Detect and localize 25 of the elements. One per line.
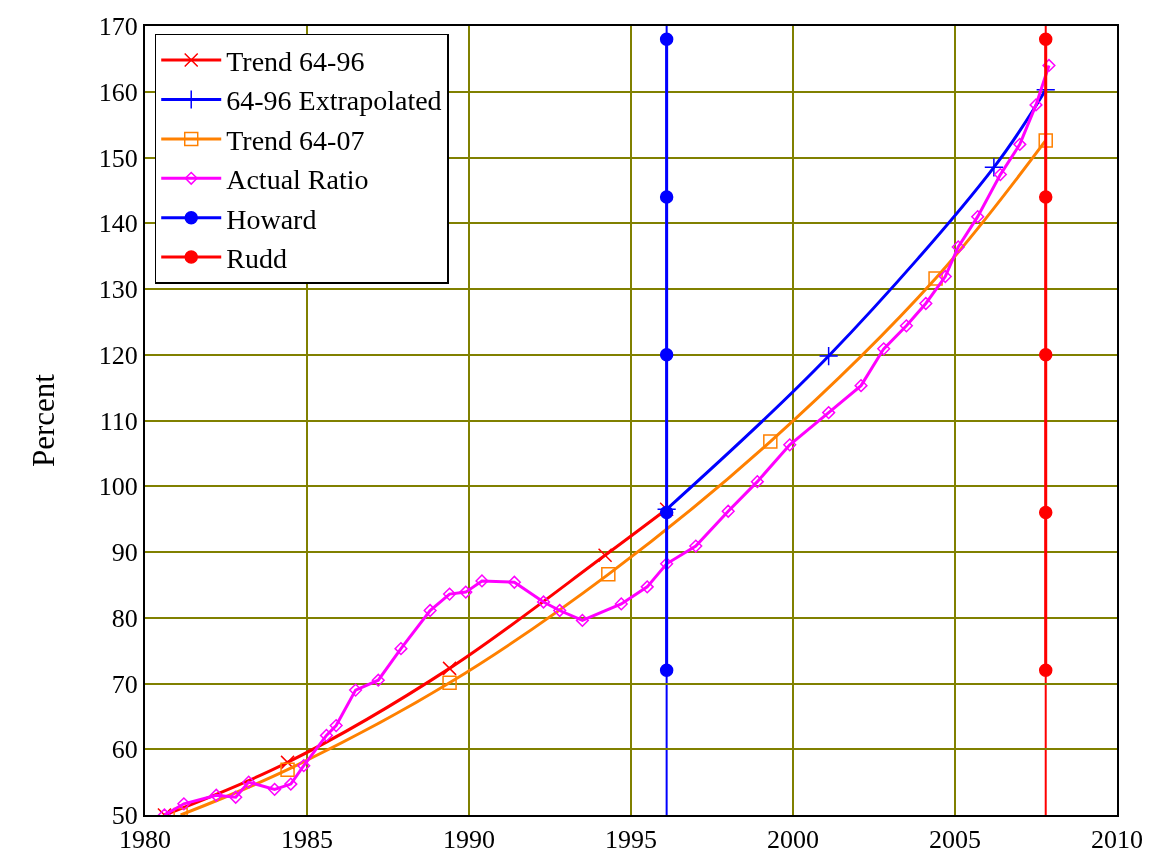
- legend-label: Rudd: [226, 243, 287, 275]
- legend-label: 64-96 Extrapolated: [226, 85, 442, 117]
- legend-label: Trend 64-96: [226, 46, 365, 78]
- x-tick-label: 1995: [605, 825, 657, 855]
- x-tick-label: 2010: [1091, 825, 1143, 855]
- x-tick-label: 1990: [443, 825, 495, 855]
- y-tick-label: 60: [111, 735, 138, 765]
- y-tick-label: 80: [111, 603, 138, 633]
- x-tick-label: 2005: [929, 825, 981, 855]
- x-tick-label: 2000: [767, 825, 819, 855]
- y-tick-label: 160: [98, 77, 138, 107]
- legend-label: Actual Ratio: [226, 164, 369, 196]
- y-tick-label: 140: [98, 209, 138, 239]
- y-tick-label: 130: [98, 275, 138, 305]
- y-tick-label: 90: [111, 538, 138, 568]
- y-tick-label: 100: [98, 472, 138, 502]
- x-tick-label: 1985: [281, 825, 333, 855]
- legend-label: Trend 64-07: [226, 124, 365, 156]
- y-tick-label: 70: [111, 669, 138, 699]
- y-tick-label: 120: [98, 340, 138, 370]
- y-tick-label: 150: [98, 143, 138, 173]
- legend-label: Howard: [226, 203, 317, 235]
- y-axis-title: Percent: [25, 373, 61, 467]
- y-tick-label: 110: [99, 406, 138, 436]
- y-tick-label: 170: [98, 12, 138, 42]
